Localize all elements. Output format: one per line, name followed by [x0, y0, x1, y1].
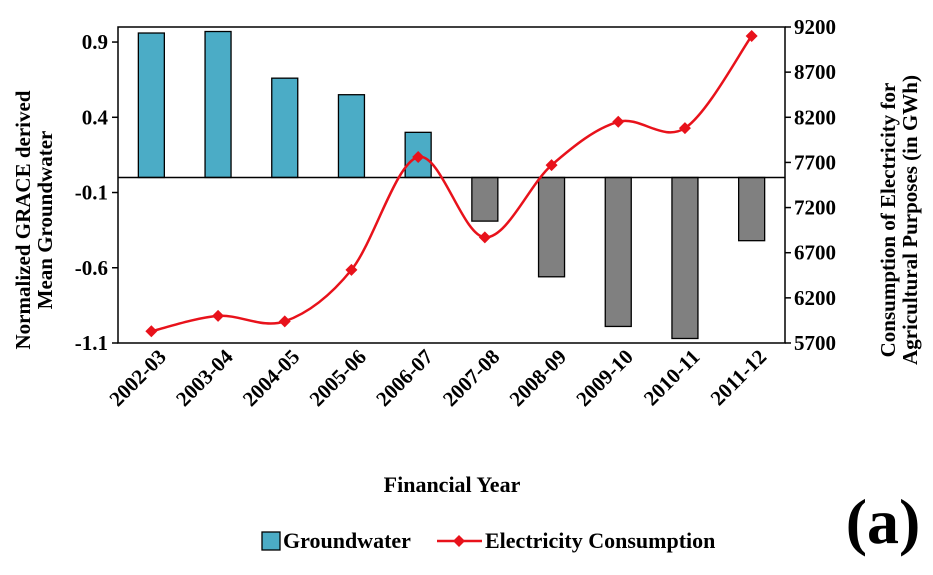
y2-tick-label: 9200 — [794, 15, 836, 39]
y-tick-label: -0.1 — [75, 181, 108, 205]
marker — [345, 263, 358, 276]
legend-marker — [453, 535, 465, 547]
y2-tick-label: 6700 — [794, 241, 836, 265]
y-tick-label: 0.4 — [82, 105, 109, 129]
panel-label: (a) — [846, 486, 921, 557]
bar — [738, 176, 766, 242]
bar — [137, 32, 166, 179]
marker — [478, 231, 491, 244]
y-tick-label: -0.6 — [75, 256, 108, 280]
axis-title: Normalized GRACE derived — [11, 90, 35, 349]
marker — [145, 325, 158, 338]
y2-tick-label: 7200 — [794, 196, 836, 220]
axis-title: Mean Groundwater — [33, 131, 57, 310]
marker — [412, 151, 425, 164]
marker — [545, 159, 558, 172]
legend-swatch — [261, 531, 281, 551]
bar — [337, 94, 366, 179]
y-tick-label: -1.1 — [75, 331, 108, 355]
line — [151, 35, 753, 333]
x-axis-title: Financial Year — [384, 472, 521, 497]
y2-tick-label: 6200 — [794, 286, 836, 310]
marker — [212, 309, 225, 322]
legend-label: Groundwater — [283, 528, 411, 553]
bar — [537, 176, 566, 278]
y2-tick-label: 8700 — [794, 60, 836, 84]
bar — [671, 176, 699, 340]
axis-title: Agricultural Purposes (in GWh) — [898, 75, 922, 365]
y2-tick-label: 7700 — [794, 150, 836, 174]
bar — [471, 176, 499, 222]
bar — [204, 30, 232, 179]
axis-title: Consumption of Electricity for — [876, 83, 900, 358]
marker — [278, 315, 291, 328]
marker — [678, 122, 691, 135]
legend-label: Electricity Consumption — [485, 528, 715, 553]
y-tick-label: 0.9 — [82, 30, 108, 54]
y2-tick-label: 5700 — [794, 331, 836, 355]
marker — [612, 115, 625, 128]
marker — [745, 30, 758, 43]
y2-tick-label: 8200 — [794, 105, 836, 129]
bar — [271, 77, 299, 179]
plot-frame — [117, 26, 786, 344]
bar — [604, 176, 632, 328]
